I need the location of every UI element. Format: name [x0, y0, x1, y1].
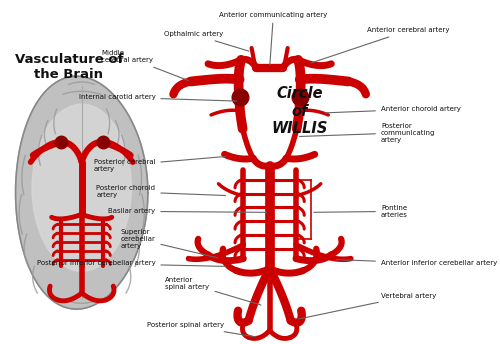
Text: Vasculature of
the Brain: Vasculature of the Brain	[14, 53, 123, 81]
Text: Anterior
spinal artery: Anterior spinal artery	[166, 277, 261, 305]
Text: Posterior inferior cerebellar artery: Posterior inferior cerebellar artery	[36, 260, 226, 267]
Text: Basilar artery: Basilar artery	[108, 208, 267, 214]
Text: Pontine
arteries: Pontine arteries	[314, 205, 408, 218]
Text: Superior
cerebellar
artery: Superior cerebellar artery	[120, 229, 218, 258]
Text: Circle
of
WILLIS: Circle of WILLIS	[272, 86, 328, 136]
Polygon shape	[16, 76, 148, 309]
Text: Middle
cerebral artery: Middle cerebral artery	[101, 50, 188, 80]
Text: Posterior
communicating
artery: Posterior communicating artery	[300, 123, 436, 143]
Text: Anterior inferior cerebellar artery: Anterior inferior cerebellar artery	[336, 260, 497, 267]
Text: Opthalmic artery: Opthalmic artery	[164, 31, 249, 51]
Text: Anterior cerebral artery: Anterior cerebral artery	[312, 27, 450, 63]
Text: Anterior choroid artery: Anterior choroid artery	[325, 106, 461, 113]
Text: Posterior choroid
artery: Posterior choroid artery	[96, 185, 226, 198]
Text: Posterior spinal artery: Posterior spinal artery	[148, 322, 256, 337]
Text: Posterior cerebral
artery: Posterior cerebral artery	[94, 157, 226, 172]
Text: Internal carotid artery: Internal carotid artery	[78, 94, 237, 101]
Polygon shape	[32, 104, 132, 271]
Text: Vertebral artery: Vertebral artery	[298, 293, 436, 319]
Text: Anterior communicating artery: Anterior communicating artery	[220, 12, 328, 65]
